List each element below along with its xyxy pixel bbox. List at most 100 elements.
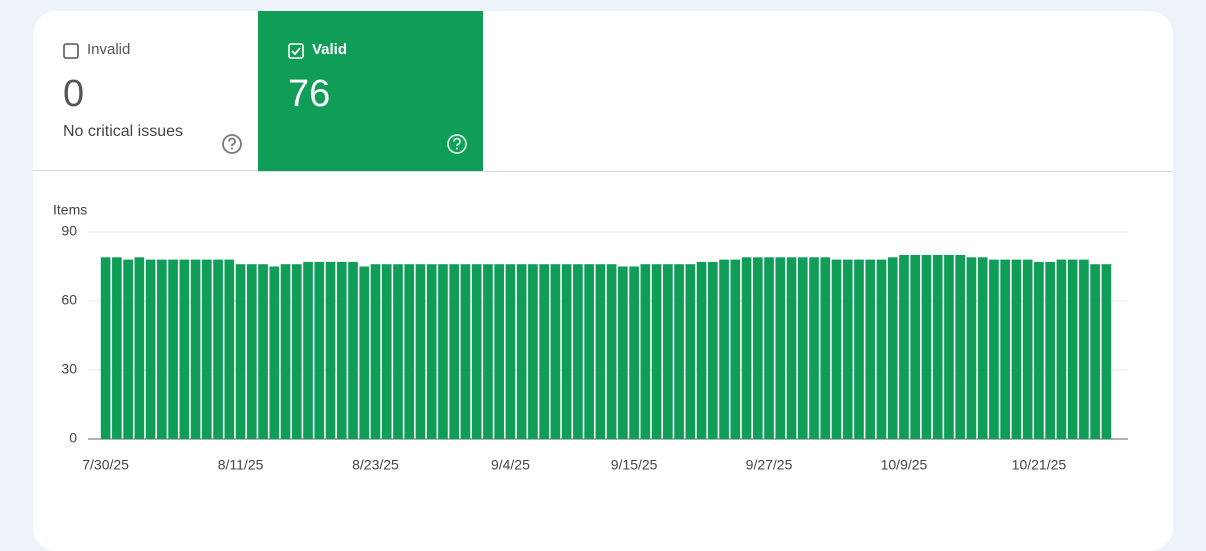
bar [336, 261, 347, 439]
bar [775, 257, 786, 439]
bar [314, 261, 325, 439]
y-tick-label: 0 [69, 430, 77, 446]
bar [404, 264, 415, 439]
divider [258, 171, 1173, 172]
bar [303, 261, 313, 439]
bar [595, 264, 606, 439]
bar [719, 259, 729, 439]
bar [629, 266, 639, 439]
tab-count: 0 [63, 73, 85, 115]
bar [730, 259, 741, 439]
bar [516, 264, 527, 439]
bar [842, 259, 853, 439]
bar [674, 264, 684, 439]
y-tick-label: 30 [61, 361, 77, 377]
tab-subtitle: No critical issues [63, 123, 184, 140]
bar [325, 261, 336, 439]
bar [157, 259, 167, 439]
bar [966, 257, 977, 439]
invalid-tab[interactable]: Invalid 0 No critical issues [33, 11, 258, 171]
bar [820, 257, 831, 439]
bar [786, 257, 797, 439]
bar [741, 257, 752, 439]
bar [1101, 264, 1112, 439]
bar [426, 264, 437, 439]
bar [112, 257, 122, 439]
tab-count: 76 [288, 73, 331, 115]
bar [471, 264, 482, 439]
bar [809, 257, 819, 439]
bar [764, 257, 774, 439]
bar [1011, 259, 1022, 439]
bar [663, 264, 673, 439]
bar [359, 266, 370, 439]
bar [955, 255, 966, 439]
bar [876, 259, 887, 439]
tab-label: Valid [312, 41, 348, 58]
bar [280, 264, 291, 439]
bar [651, 264, 662, 439]
x-tick-label: 9/15/25 [611, 457, 658, 473]
bar [573, 264, 583, 439]
bar [123, 259, 133, 439]
checkbox[interactable] [63, 43, 79, 59]
bar [932, 255, 943, 439]
bar [685, 264, 696, 439]
bar [449, 264, 460, 439]
bar [865, 259, 876, 439]
bar [190, 259, 201, 439]
x-tick-label: 7/30/25 [82, 457, 129, 473]
y-axis-label: Items [53, 202, 87, 218]
help-icon[interactable] [446, 133, 468, 155]
bar [291, 264, 302, 439]
x-tick-label: 8/23/25 [352, 457, 399, 473]
bar [1079, 259, 1089, 439]
bar [213, 259, 223, 439]
bar [381, 264, 392, 439]
bar [1090, 264, 1100, 439]
bar [989, 259, 999, 439]
checkbox[interactable] [288, 43, 304, 59]
bar [483, 264, 493, 439]
x-tick-label: 10/21/25 [1012, 457, 1067, 473]
bar [145, 259, 156, 439]
bar [235, 264, 246, 439]
bar [831, 259, 842, 439]
bar [977, 257, 988, 439]
bar [1022, 259, 1033, 439]
bar [505, 264, 516, 439]
bar [584, 264, 594, 439]
page: Invalid 0 No critical issues Valid 76 It… [33, 11, 1173, 551]
bar [606, 264, 617, 439]
bar [246, 264, 257, 439]
bar [258, 264, 268, 439]
bar [134, 257, 145, 439]
help-icon[interactable] [221, 133, 243, 155]
bar [854, 259, 864, 439]
x-tick-label: 10/9/25 [881, 457, 928, 473]
bar [100, 257, 111, 439]
bar [1067, 259, 1078, 439]
x-tick-label: 9/27/25 [746, 457, 793, 473]
bar [201, 259, 212, 439]
bar [1034, 261, 1044, 439]
x-tick-label: 9/4/25 [491, 457, 530, 473]
bar [550, 264, 561, 439]
bar [460, 264, 471, 439]
bar [561, 264, 572, 439]
bar [640, 264, 651, 439]
bar [370, 264, 381, 439]
bar [539, 264, 549, 439]
bar [696, 261, 707, 439]
bar [415, 264, 426, 439]
bar [528, 264, 538, 439]
y-tick-label: 60 [61, 292, 77, 308]
bar [348, 261, 358, 439]
bar [797, 257, 808, 439]
bar [887, 257, 898, 439]
valid-tab[interactable]: Valid 76 [258, 11, 483, 171]
chart: Items 0 30 60 90 7/30/25 8/11/25 8/23/25 9/4/25… [53, 202, 1128, 473]
bar [393, 264, 403, 439]
tab-label: Invalid [87, 41, 131, 58]
bar [269, 266, 280, 439]
